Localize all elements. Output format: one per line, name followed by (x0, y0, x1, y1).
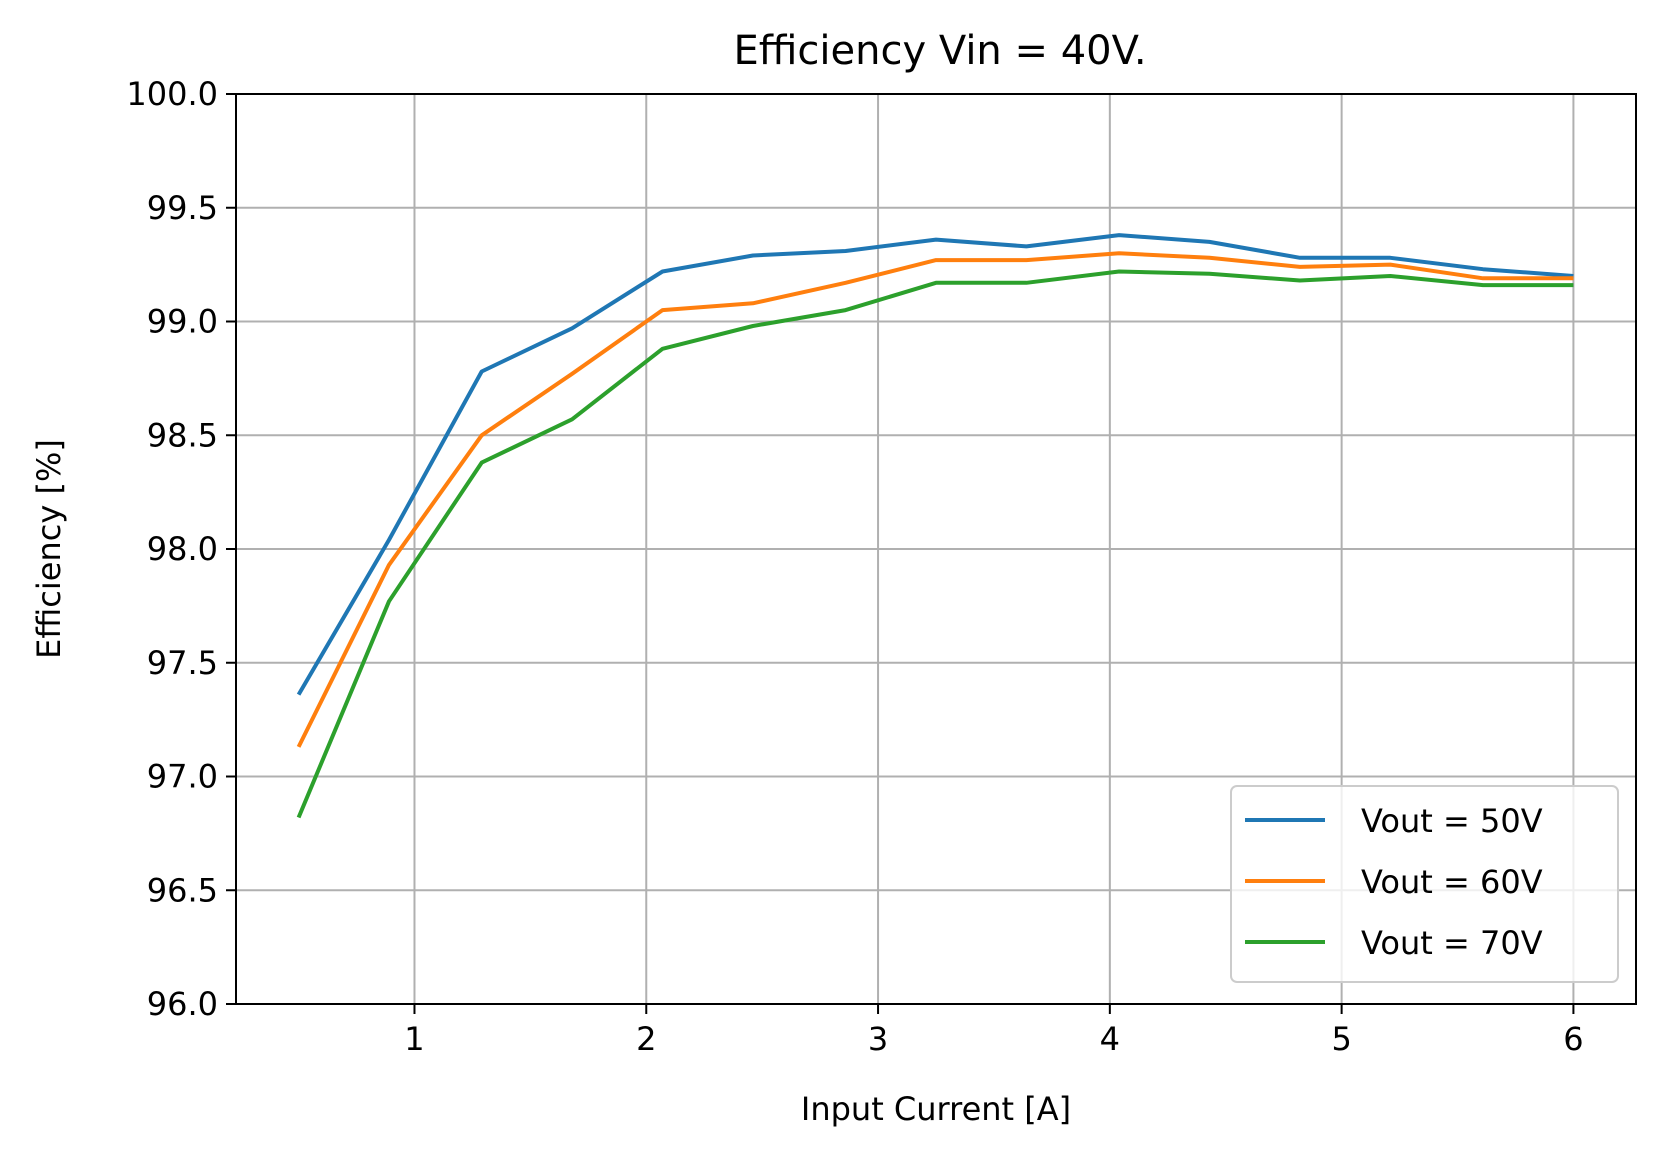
y-tick-label: 98.0 (147, 530, 218, 568)
y-tick-label: 97.0 (147, 758, 218, 796)
series-line-3 (296, 269, 1574, 819)
y-tick-label: 99.5 (147, 189, 218, 227)
y-tick-label: 96.5 (147, 871, 218, 909)
series-line-1 (296, 233, 1574, 696)
legend-box (1230, 785, 1619, 983)
y-tick-label: 96.0 (147, 985, 218, 1023)
x-tick-label: 3 (868, 1020, 888, 1058)
x-tick-label: 4 (1100, 1020, 1120, 1058)
x-tick-label: 1 (404, 1020, 424, 1058)
x-axis-label: Input Current [A] (801, 1090, 1071, 1128)
chart-title: Efficiency Vin = 40V. (733, 28, 1146, 74)
legend-entry-2: Vout = 60V (1361, 863, 1543, 901)
x-tick-label: 6 (1563, 1020, 1583, 1058)
grid-lines (236, 93, 1636, 1005)
x-tick-label: 2 (636, 1020, 656, 1058)
y-axis-label: Efficiency [%] (30, 439, 68, 659)
series-lines (296, 233, 1574, 819)
y-tick-label: 100.0 (126, 75, 218, 113)
legend-entry-1: Vout = 50V (1361, 802, 1543, 840)
series-line-2 (296, 251, 1574, 748)
x-tick-label: 5 (1331, 1020, 1351, 1058)
legend: Vout = 50V Vout = 60V Vout = 70V (1230, 785, 1619, 983)
y-tick-label: 98.5 (147, 416, 218, 454)
y-tick-label: 97.5 (147, 644, 218, 682)
axis-ticks: 1 2 3 4 5 6 96.0 96.5 97.0 97.5 98.0 98.5 99.0 99.5 10… (126, 75, 1583, 1058)
legend-entry-3: Vout = 70V (1361, 924, 1543, 962)
y-tick-label: 99.0 (147, 303, 218, 341)
